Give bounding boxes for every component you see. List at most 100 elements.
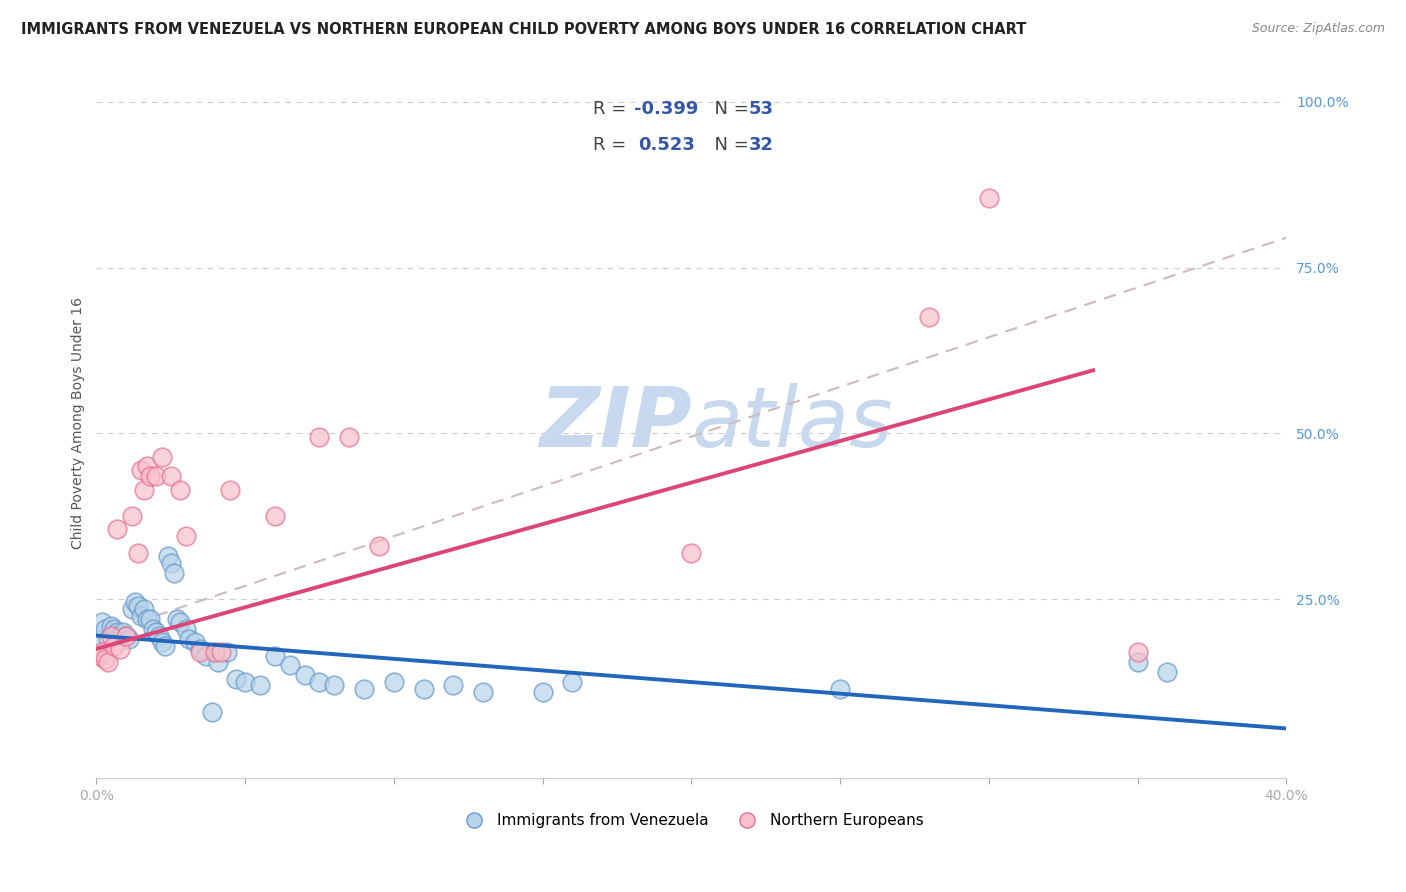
Point bbox=[153, 639, 176, 653]
Point bbox=[177, 632, 200, 646]
Point bbox=[183, 635, 205, 649]
Point bbox=[115, 629, 138, 643]
Point bbox=[225, 672, 247, 686]
Text: N =: N = bbox=[703, 136, 755, 154]
Point bbox=[977, 191, 1000, 205]
Text: atlas: atlas bbox=[692, 383, 893, 464]
Text: R =: R = bbox=[593, 136, 631, 154]
Point bbox=[103, 622, 125, 636]
Point bbox=[127, 599, 149, 613]
Point bbox=[204, 645, 226, 659]
Point bbox=[169, 615, 191, 630]
Point bbox=[89, 648, 111, 663]
Point bbox=[105, 625, 128, 640]
Text: ZIP: ZIP bbox=[538, 383, 692, 464]
Point bbox=[132, 483, 155, 497]
Text: N =: N = bbox=[703, 101, 755, 119]
Point bbox=[156, 549, 179, 563]
Point bbox=[441, 678, 464, 692]
Point bbox=[121, 602, 143, 616]
Point bbox=[94, 622, 117, 636]
Point bbox=[353, 681, 375, 696]
Point bbox=[91, 615, 114, 630]
Text: IMMIGRANTS FROM VENEZUELA VS NORTHERN EUROPEAN CHILD POVERTY AMONG BOYS UNDER 16: IMMIGRANTS FROM VENEZUELA VS NORTHERN EU… bbox=[21, 22, 1026, 37]
Text: Source: ZipAtlas.com: Source: ZipAtlas.com bbox=[1251, 22, 1385, 36]
Point bbox=[121, 509, 143, 524]
Point bbox=[166, 612, 188, 626]
Point bbox=[97, 632, 120, 646]
Text: 32: 32 bbox=[748, 136, 773, 154]
Point bbox=[337, 430, 360, 444]
Point bbox=[412, 681, 434, 696]
Point bbox=[561, 675, 583, 690]
Point bbox=[263, 648, 285, 663]
Point bbox=[308, 675, 330, 690]
Point bbox=[94, 652, 117, 666]
Point bbox=[163, 566, 186, 580]
Point bbox=[150, 635, 173, 649]
Point bbox=[233, 675, 256, 690]
Text: 53: 53 bbox=[748, 101, 773, 119]
Point bbox=[129, 608, 152, 623]
Point bbox=[207, 655, 229, 669]
Point bbox=[136, 459, 159, 474]
Point bbox=[174, 529, 197, 543]
Text: -0.399: -0.399 bbox=[634, 101, 699, 119]
Point bbox=[195, 648, 218, 663]
Point bbox=[531, 685, 554, 699]
Point bbox=[103, 639, 125, 653]
Point bbox=[150, 450, 173, 464]
Point bbox=[209, 645, 232, 659]
Point bbox=[294, 668, 316, 682]
Point bbox=[382, 675, 405, 690]
Legend: Immigrants from Venezuela, Northern Europeans: Immigrants from Venezuela, Northern Euro… bbox=[453, 807, 929, 834]
Text: R =: R = bbox=[593, 101, 631, 119]
Point bbox=[190, 645, 212, 659]
Point bbox=[145, 625, 167, 640]
Point bbox=[112, 625, 135, 640]
Point bbox=[108, 641, 131, 656]
Point bbox=[136, 612, 159, 626]
Point bbox=[472, 685, 495, 699]
Point bbox=[323, 678, 346, 692]
Point bbox=[1126, 645, 1149, 659]
Point bbox=[159, 556, 181, 570]
Point bbox=[148, 629, 170, 643]
Point bbox=[142, 622, 165, 636]
Point bbox=[278, 658, 301, 673]
Point bbox=[97, 655, 120, 669]
Point bbox=[129, 463, 152, 477]
Point bbox=[100, 629, 122, 643]
Point bbox=[105, 523, 128, 537]
Point bbox=[159, 469, 181, 483]
Point bbox=[91, 645, 114, 659]
Point bbox=[139, 612, 162, 626]
Point bbox=[249, 678, 271, 692]
Point bbox=[681, 546, 703, 560]
Point bbox=[127, 546, 149, 560]
Point bbox=[1126, 655, 1149, 669]
Point bbox=[145, 469, 167, 483]
Point bbox=[89, 629, 111, 643]
Point bbox=[201, 705, 224, 719]
Point bbox=[219, 483, 242, 497]
Point bbox=[368, 539, 391, 553]
Point bbox=[108, 629, 131, 643]
Point bbox=[190, 641, 212, 656]
Point bbox=[132, 602, 155, 616]
Point bbox=[1156, 665, 1178, 679]
Point bbox=[308, 430, 330, 444]
Point bbox=[124, 595, 146, 609]
Text: 0.523: 0.523 bbox=[638, 136, 695, 154]
Point bbox=[100, 618, 122, 632]
Point bbox=[217, 645, 239, 659]
Point bbox=[174, 622, 197, 636]
Point bbox=[830, 681, 852, 696]
Point bbox=[263, 509, 285, 524]
Point bbox=[918, 310, 941, 325]
Point bbox=[115, 629, 138, 643]
Y-axis label: Child Poverty Among Boys Under 16: Child Poverty Among Boys Under 16 bbox=[72, 297, 86, 549]
Point bbox=[139, 469, 162, 483]
Point bbox=[169, 483, 191, 497]
Point bbox=[118, 632, 141, 646]
